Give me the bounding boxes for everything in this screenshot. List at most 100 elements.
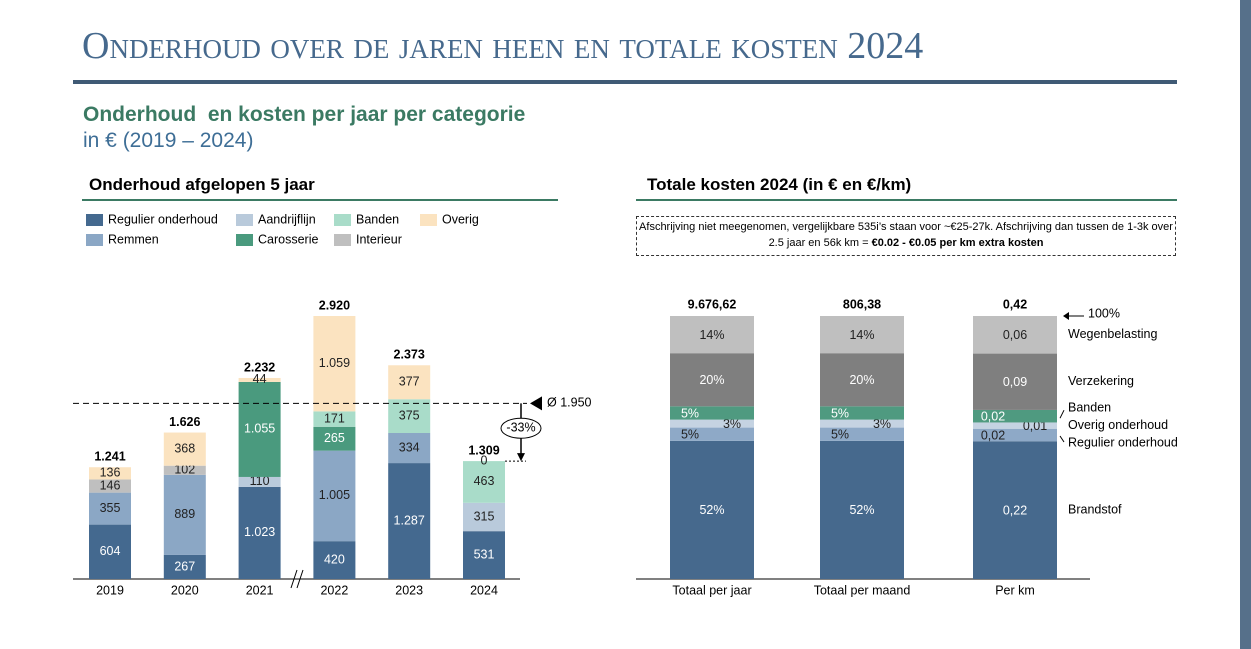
value-label: 1.055 [244, 422, 275, 436]
bar-segment [973, 316, 1057, 354]
bar-segment [313, 450, 356, 542]
legend-swatch [86, 214, 103, 226]
value-label: 0,02 [981, 409, 1005, 423]
total-label: 1.241 [94, 450, 125, 464]
value-label: 604 [100, 544, 121, 558]
series-label: Brandstof [1068, 502, 1122, 516]
subtitle-unit: in € (2019 – 2024) [83, 129, 254, 152]
value-label: 315 [474, 509, 495, 523]
value-label: 136 [100, 466, 121, 480]
leader [1059, 435, 1065, 443]
total-label: 0,42 [1003, 297, 1027, 311]
value-label: 355 [100, 501, 121, 515]
legend-swatch [236, 214, 253, 226]
legend-label: Banden [356, 212, 399, 226]
value-label: 20% [699, 373, 724, 387]
bar-segment [973, 441, 1057, 579]
value-label: 368 [174, 441, 195, 455]
value-label: 531 [474, 547, 495, 561]
bar-segment [463, 531, 505, 579]
value-label: 0,02 [981, 428, 1005, 442]
slide-title: Onderhoud over de jaren heen en totale k… [82, 25, 924, 67]
value-label: 265 [324, 431, 345, 445]
value-label: 3% [723, 417, 741, 431]
value-label: 463 [474, 474, 495, 488]
bar-segment [89, 467, 131, 480]
total-label: 2.920 [319, 298, 350, 312]
legend-label: Regulier onderhoud [108, 212, 218, 226]
bar-segment [163, 432, 206, 466]
bar-segment [820, 440, 904, 579]
bar-segment [670, 440, 754, 579]
legend-label: Remmen [108, 232, 159, 246]
value-label: 5% [681, 428, 699, 442]
x-tick-label: 2024 [470, 583, 498, 597]
bar-segment [670, 353, 754, 407]
value-label: 889 [174, 507, 195, 521]
bar-segment [820, 427, 904, 441]
bar-segment [89, 492, 131, 525]
edge-strip [1240, 0, 1251, 649]
x-tick-label: 2023 [395, 583, 423, 597]
value-label: 52% [849, 503, 874, 517]
change-label: -33% [506, 421, 535, 435]
series-label: Verzekering [1068, 374, 1134, 388]
arrow-head [1063, 312, 1069, 320]
chart-title: Totale kosten 2024 (in € en €/km) [647, 175, 912, 194]
legend-swatch [236, 234, 253, 246]
bar-segment [820, 316, 904, 354]
bar-segment [463, 461, 505, 503]
legend-swatch [334, 214, 351, 226]
legend-swatch [334, 234, 351, 246]
value-label: 420 [324, 552, 345, 566]
value-label: 0 [481, 453, 488, 467]
bar-segment [820, 419, 904, 428]
bar-segment [388, 365, 431, 400]
value-label: 20% [849, 373, 874, 387]
value-label: 1.023 [244, 525, 275, 539]
x-tick-label: 2022 [320, 583, 348, 597]
chart-title: Onderhoud afgelopen 5 jaar [89, 175, 315, 194]
heading-rule [636, 199, 1177, 201]
average-label: Ø 1.950 [547, 396, 592, 410]
bar-segment [388, 463, 431, 579]
bar-segment [313, 541, 356, 579]
bar-segment [670, 406, 754, 420]
bar-segment [89, 479, 131, 493]
value-label: 3% [873, 417, 891, 431]
value-label: 5% [831, 428, 849, 442]
bar-segment [820, 353, 904, 407]
leader [1059, 409, 1065, 419]
x-tick-label: 2019 [96, 583, 124, 597]
bar-segment [313, 316, 356, 412]
series-label: Banden [1068, 400, 1111, 414]
value-label: 5% [681, 406, 699, 420]
bar-segment [388, 399, 431, 433]
series-label: Wegenbelasting [1068, 327, 1157, 341]
bar-segment [163, 465, 206, 475]
x-tick-label: 2020 [171, 583, 199, 597]
bar-segment [463, 502, 505, 532]
bar-segment [238, 377, 281, 382]
value-label: 171 [324, 411, 345, 425]
bar-segment [820, 406, 904, 420]
arrow-head [517, 453, 525, 462]
value-label: 44 [253, 372, 267, 386]
bar-segment [670, 419, 754, 428]
top-label: 100% [1088, 306, 1120, 320]
value-label: 377 [399, 375, 420, 389]
legend-label: Aandrijflijn [258, 212, 316, 226]
x-tick-label: Per km [995, 583, 1035, 597]
subtitle: Onderhoud en kosten per jaar per categor… [83, 103, 526, 126]
legend-label: Overig [442, 212, 479, 226]
value-label: 14% [849, 328, 874, 342]
legend-label: Carosserie [258, 232, 318, 246]
bar-segment [670, 316, 754, 354]
bar-segment [973, 428, 1057, 442]
heading-rule [82, 199, 558, 201]
bar-segment [238, 381, 281, 477]
x-tick-label: Totaal per jaar [672, 583, 751, 597]
value-label: 14% [699, 328, 724, 342]
